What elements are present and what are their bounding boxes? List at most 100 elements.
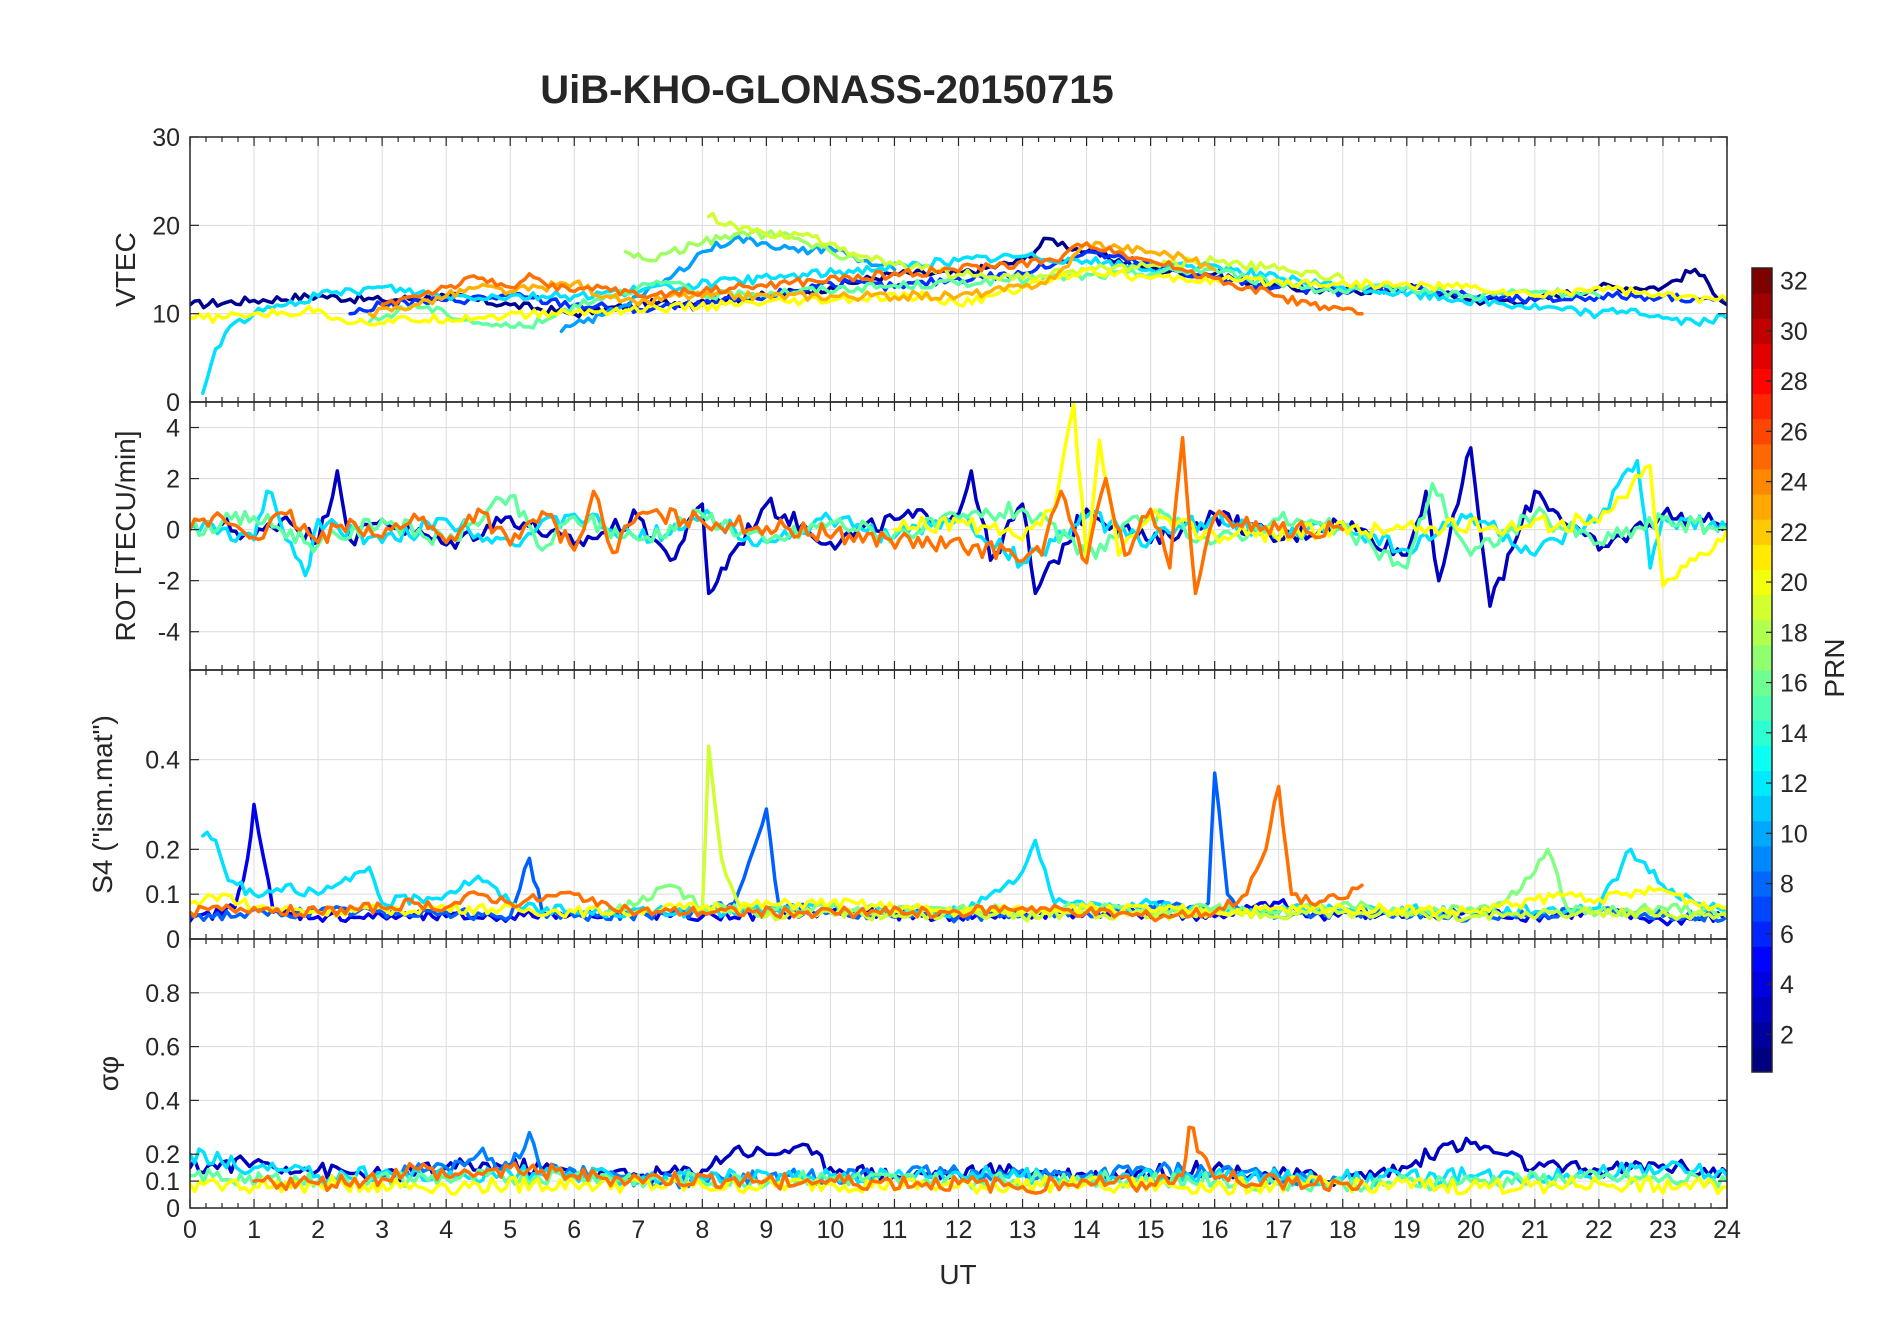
traces-sigma bbox=[190, 1125, 1727, 1196]
colorbar-cell bbox=[1752, 1021, 1772, 1048]
colorbar-cell bbox=[1752, 795, 1772, 822]
colorbar-cell bbox=[1752, 996, 1772, 1023]
trace-prn-20 bbox=[190, 1174, 1727, 1196]
x-ticks-sigma bbox=[189, 939, 1728, 1208]
colorbar-cell bbox=[1752, 318, 1772, 344]
y-tick-label: 0.6 bbox=[145, 1034, 180, 1062]
trace-prn-24 bbox=[190, 784, 1364, 923]
colorbar-tick-label: 22 bbox=[1780, 519, 1808, 547]
y-tick-label: 2 bbox=[166, 466, 180, 494]
x-tick-label: 19 bbox=[1393, 1216, 1421, 1244]
y-tick-label: -4 bbox=[158, 619, 180, 647]
colorbar-tick-label: 28 bbox=[1780, 368, 1808, 396]
x-tick-label: 11 bbox=[881, 1216, 907, 1244]
x-ticks-s4 bbox=[189, 670, 1728, 939]
colorbar-tick-label: 8 bbox=[1780, 871, 1794, 899]
trace-prn-20 bbox=[190, 266, 1727, 327]
x-ticks-vtec bbox=[189, 137, 1728, 402]
colorbar-cell bbox=[1752, 670, 1772, 696]
y-tick-label: 0 bbox=[166, 926, 180, 954]
x-tick-label: 21 bbox=[1521, 1216, 1549, 1244]
colorbar-tick-label: 32 bbox=[1780, 268, 1808, 296]
colorbar-cell bbox=[1752, 368, 1772, 395]
colorbar-cell bbox=[1752, 1046, 1772, 1073]
y-tick-label: 20 bbox=[152, 212, 180, 240]
colorbar-cell bbox=[1752, 594, 1772, 621]
trace-prn-18 bbox=[623, 228, 865, 263]
y-axis-label-rot: ROT [TECU/min] bbox=[110, 430, 141, 641]
colorbar-cell bbox=[1752, 720, 1772, 746]
colorbar-tick-label: 30 bbox=[1780, 318, 1808, 346]
x-ticks-rot bbox=[189, 402, 1728, 670]
x-tick-label: 4 bbox=[439, 1216, 453, 1244]
x-tick-label: 6 bbox=[567, 1216, 581, 1244]
x-tick-label: 3 bbox=[375, 1216, 389, 1244]
colorbar-cell bbox=[1752, 695, 1772, 721]
colorbar-cell bbox=[1752, 268, 1772, 294]
panel-s4: 0 0.1 0.2 0.4 S4 ("ism.mat") bbox=[87, 669, 1728, 954]
colorbar-cell bbox=[1752, 544, 1772, 570]
y-tick-label: 0.2 bbox=[145, 836, 180, 864]
trace-prn-24 bbox=[252, 1125, 1364, 1195]
colorbar-cell bbox=[1752, 971, 1772, 998]
colorbar-cell bbox=[1752, 569, 1772, 596]
x-tick-label: 16 bbox=[1201, 1216, 1229, 1244]
y-tick-label: 30 bbox=[152, 124, 180, 152]
y-tick-label: 0.4 bbox=[145, 747, 180, 775]
traces-vtec bbox=[190, 211, 1727, 395]
y-tick-label: 0 bbox=[166, 1195, 180, 1223]
colorbar-tick-label: 12 bbox=[1780, 770, 1808, 798]
x-tick-label: 7 bbox=[631, 1216, 645, 1244]
colorbar-cell bbox=[1752, 871, 1772, 897]
x-tick-labels: 0 1 2 3 4 5 6 7 8 9 10 11 12 13 14 15 16 17 18 19 20 21 22 23 24 bbox=[183, 1216, 1741, 1244]
y-tick-label: 0 bbox=[166, 517, 180, 545]
y-axis-label-sigma: σφ bbox=[93, 1056, 124, 1091]
colorbar-tick-label: 14 bbox=[1780, 720, 1808, 748]
x-tick-label: 0 bbox=[183, 1216, 197, 1244]
trace-prn-24 bbox=[380, 241, 1364, 316]
x-tick-label: 8 bbox=[695, 1216, 709, 1244]
y-tick-label: 0.2 bbox=[145, 1141, 180, 1169]
colorbar-tick-label: 4 bbox=[1780, 971, 1794, 999]
colorbar-tick-label: 18 bbox=[1780, 619, 1808, 647]
trace-prn-20 bbox=[892, 402, 1727, 588]
colorbar-cell bbox=[1752, 393, 1772, 420]
x-tick-label: 23 bbox=[1649, 1216, 1677, 1244]
colorbar-cell bbox=[1752, 418, 1772, 445]
colorbar-cell bbox=[1752, 820, 1772, 847]
colorbar-frame bbox=[1751, 267, 1773, 1073]
colorbar-cell bbox=[1752, 619, 1772, 646]
y-tick-label: 0.1 bbox=[145, 881, 180, 909]
colorbar-cell bbox=[1752, 845, 1772, 872]
colorbar-cell bbox=[1752, 469, 1772, 495]
colorbar-tick-label: 2 bbox=[1780, 1021, 1794, 1049]
x-axis-label: UT bbox=[939, 1259, 976, 1290]
colorbar-tick-label: 20 bbox=[1780, 569, 1808, 597]
colorbar-cell bbox=[1752, 519, 1772, 545]
colorbar-tick-label: 10 bbox=[1780, 820, 1808, 848]
y-tick-label: 4 bbox=[166, 415, 180, 443]
x-tick-label: 9 bbox=[759, 1216, 773, 1244]
panel-vtec: 0 10 20 30 VTEC bbox=[110, 124, 1728, 417]
colorbar-cell bbox=[1752, 293, 1772, 319]
panel-rot: -4 -2 0 2 4 ROT [TECU/min] bbox=[110, 401, 1728, 671]
colorbar-cell bbox=[1752, 443, 1772, 470]
x-tick-label: 22 bbox=[1585, 1216, 1613, 1244]
trace-prn-22 bbox=[367, 240, 1217, 319]
traces-s4 bbox=[190, 744, 1727, 927]
x-tick-label: 24 bbox=[1713, 1216, 1741, 1244]
colorbar-cell bbox=[1752, 343, 1772, 369]
colorbar-cell bbox=[1752, 494, 1772, 520]
x-tick-label: 18 bbox=[1329, 1216, 1357, 1244]
y-tick-label: -2 bbox=[158, 568, 180, 596]
x-tick-label: 15 bbox=[1137, 1216, 1165, 1244]
x-tick-label: 20 bbox=[1457, 1216, 1485, 1244]
x-tick-label: 12 bbox=[945, 1216, 973, 1244]
x-tick-label: 2 bbox=[311, 1216, 325, 1244]
colorbar-tick-label: 6 bbox=[1780, 921, 1794, 949]
x-tick-label: 5 bbox=[503, 1216, 517, 1244]
trace-prn-24 bbox=[190, 435, 1345, 596]
y-axis-label-s4: S4 ("ism.mat") bbox=[87, 715, 118, 894]
